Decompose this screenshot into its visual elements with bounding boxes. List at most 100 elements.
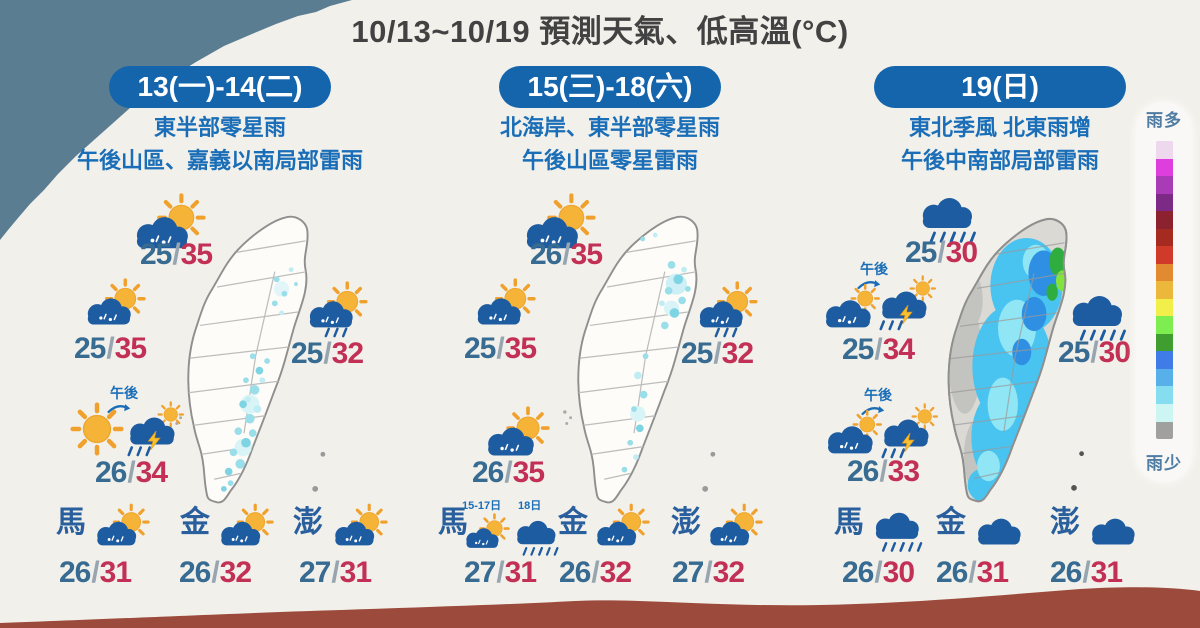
temp-separator: / (1090, 336, 1098, 369)
rain-amount-legend: 雨多 雨少 (1136, 102, 1192, 482)
temp-separator: / (91, 556, 99, 589)
temp-separator: / (211, 556, 219, 589)
low-temp: 26 (178, 556, 211, 589)
taiwan-map-panel1 (173, 215, 326, 504)
high-temp: 32 (712, 556, 745, 589)
temp-penghu: 26/31 (1016, 556, 1156, 590)
high-temp: 31 (339, 556, 372, 589)
temp-kinmen: 26/32 (525, 556, 665, 590)
afternoon-arrow-icon (107, 404, 131, 414)
panel2-date-pill: 15(三)-18(六) (499, 66, 721, 108)
date-range-label: 15-17日 (462, 500, 502, 512)
low-temp: 26 (935, 556, 968, 589)
low-temp: 27 (671, 556, 704, 589)
sun-cloud-icon (330, 503, 388, 547)
temp-separator: / (562, 238, 570, 271)
temp-matsu: 26/30 (808, 556, 948, 590)
high-temp: 34 (135, 456, 168, 489)
temp-separator: / (591, 556, 599, 589)
temp-separator: / (106, 332, 114, 365)
low-temp: 26 (558, 556, 591, 589)
high-temp: 35 (114, 332, 147, 365)
high-temp: 31 (504, 556, 537, 589)
sun-cloud-icon (462, 513, 510, 549)
cloud-icon (1086, 510, 1140, 546)
low-temp: 25 (904, 236, 937, 269)
cloud-sun-icon (820, 282, 882, 329)
temp-north: 26/35 (496, 238, 636, 272)
thunderstorm-icon (878, 400, 940, 460)
temp-penghu: 27/31 (265, 556, 405, 590)
low-temp: 27 (298, 556, 331, 589)
temp-separator: / (496, 556, 504, 589)
island-name-matsu: 馬 (834, 506, 864, 539)
sun-cloud-icon (82, 278, 146, 326)
panel1-subtitle-2: 午後山區、嘉義以南局部雷雨 (76, 148, 363, 173)
panel3-subtitle-1: 東北季風 北東雨增 (908, 115, 1092, 140)
rain-cloud-icon (870, 504, 924, 552)
temp-separator: / (713, 337, 721, 370)
high-temp: 35 (570, 238, 603, 271)
rain-cloud-icon (916, 188, 978, 243)
temp-kinmen: 26/32 (145, 556, 285, 590)
temp-separator: / (504, 456, 512, 489)
panel1-date-pill: 13(一)-14(二) (109, 66, 331, 108)
temp-north: 25/30 (871, 236, 1011, 270)
low-temp: 25 (139, 238, 172, 271)
temp-separator: / (879, 455, 887, 488)
afternoon-label: 午後 (860, 261, 888, 277)
afternoon-arrow-icon (857, 280, 881, 290)
sun-cloud-icon (705, 503, 763, 547)
temp-east: 25/32 (647, 337, 787, 371)
sun-cloud-icon (592, 503, 650, 547)
page-title: 10/13~10/19 預測天氣、低高溫(°C) (351, 14, 849, 49)
temp-north: 25/35 (106, 238, 246, 272)
afternoon-label: 午後 (110, 385, 138, 401)
temp-penghu: 27/32 (638, 556, 778, 590)
island-name-penghu: 澎 (671, 506, 701, 539)
panel2-subtitle-1: 北海岸、東半部零星雨 (499, 115, 720, 140)
sun-cloud-icon (92, 503, 150, 547)
island-name-penghu: 澎 (293, 506, 323, 539)
panel3-date-pill: 19(日) (874, 66, 1126, 108)
island-name-kinmen: 金 (180, 506, 210, 539)
panel-oct15-18: 15(三)-18(六) 北海岸、東半部零星雨 午後山區零星雷雨 (420, 0, 800, 628)
high-temp: 30 (882, 556, 915, 589)
legend-top-label: 雨多 (1146, 111, 1182, 130)
temp-east: 25/30 (1024, 336, 1164, 370)
island-name-kinmen: 金 (558, 506, 588, 539)
panel-oct19: 19(日) 東北季風 北東雨增 午後中南部局部雷雨 (810, 0, 1190, 628)
temp-separator: / (1082, 556, 1090, 589)
sun-cloud-icon (216, 503, 274, 547)
sun-cloud-icon (472, 278, 536, 326)
sun-cloud-icon (482, 406, 550, 457)
low-temp: 26 (471, 456, 504, 489)
thunderstorm-icon (124, 398, 186, 458)
panel3-subtitle-2: 午後中南部局部雷雨 (900, 148, 1099, 173)
sun-rain-icon (694, 281, 758, 339)
low-temp: 25 (841, 333, 874, 366)
low-temp: 25 (290, 337, 323, 370)
low-temp: 25 (680, 337, 713, 370)
temp-matsu: 26/31 (25, 556, 165, 590)
temp-separator: / (704, 556, 712, 589)
rain-cloud-icon (1066, 286, 1128, 341)
afternoon-label: 午後 (864, 387, 892, 403)
afternoon-arrow-icon (861, 406, 885, 416)
panel2-subtitle-2: 午後山區零星雷雨 (521, 148, 698, 173)
high-temp: 35 (504, 332, 537, 365)
low-temp: 26 (529, 238, 562, 271)
high-temp: 32 (219, 556, 252, 589)
panel-oct13-14: 13(一)-14(二) 東半部零星雨 午後山區、嘉義以南局部雷雨 (30, 0, 410, 628)
island-name-matsu: 馬 (438, 506, 468, 539)
low-temp: 26 (841, 556, 874, 589)
cloud-icon (972, 510, 1026, 546)
temp-separator: / (172, 238, 180, 271)
temp-southwest: 26/35 (438, 456, 578, 490)
taiwan-map-panel2 (563, 215, 716, 504)
temp-separator: / (874, 556, 882, 589)
taiwan-map-panel3 (947, 218, 1084, 503)
temp-separator: / (331, 556, 339, 589)
legend-bottom-label: 雨少 (1146, 454, 1182, 473)
thunderstorm-icon (876, 272, 938, 332)
